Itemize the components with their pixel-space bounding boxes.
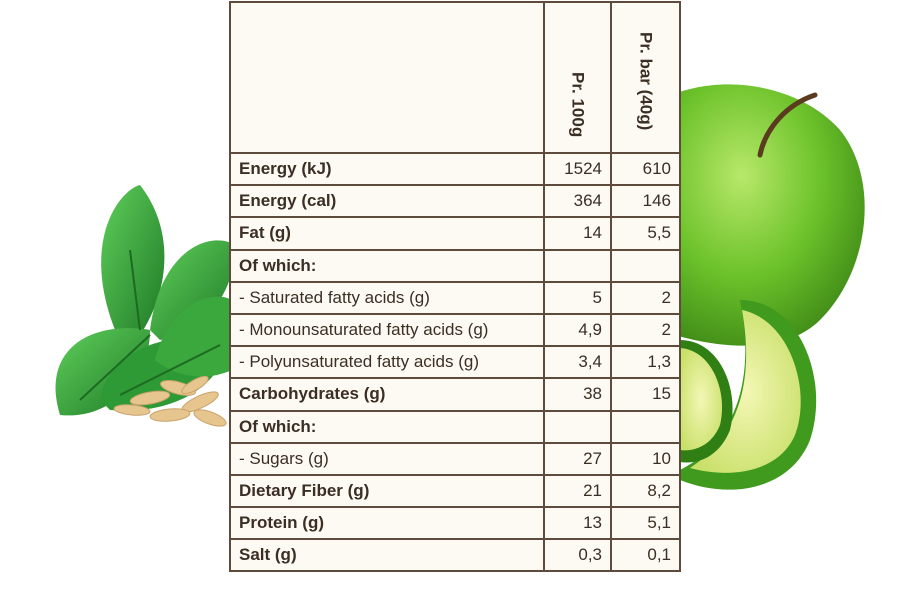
table-row: Energy (cal) 364 146 (229, 184, 681, 219)
value-per-bar: 2 (610, 280, 681, 315)
table-row: Carbohydrates (g) 38 15 (229, 377, 681, 412)
nutrient-name: - Monounsaturated fatty acids (g) (229, 312, 545, 348)
nutrient-name: Carbohydrates (g) (229, 377, 545, 412)
value-per-bar: 2 (610, 312, 681, 348)
value-per-100g: 27 (543, 441, 612, 476)
value-per-100g: 3,4 (543, 345, 612, 380)
value-per-bar: 10 (610, 441, 681, 476)
value-per-bar: 1,3 (610, 345, 681, 380)
value-per-100g (543, 409, 612, 444)
nutrient-name: Of which: (229, 409, 545, 444)
nutrient-name: Fat (g) (229, 216, 545, 251)
table-row: - Polyunsaturated fatty acids (g) 3,4 1,3 (229, 345, 681, 380)
nutrient-name: Dietary Fiber (g) (229, 473, 545, 509)
value-per-100g: 13 (543, 506, 612, 541)
header-empty-cell (229, 1, 545, 154)
header-per-100g-label: Pr. 100g (568, 72, 588, 138)
mint-leaves-icon (55, 185, 235, 416)
value-per-100g: 21 (543, 473, 612, 509)
value-per-100g (543, 248, 612, 283)
value-per-bar: 146 (610, 184, 681, 219)
header-per-bar: Pr. bar (40g) (610, 1, 681, 154)
table-row: Of which: (229, 409, 681, 444)
value-per-100g: 0,3 (543, 538, 612, 573)
value-per-100g: 4,9 (543, 312, 612, 348)
nutrient-name: Energy (cal) (229, 184, 545, 219)
nutrient-name: Protein (g) (229, 506, 545, 541)
table-row: Protein (g) 13 5,1 (229, 506, 681, 541)
table-row: Of which: (229, 248, 681, 283)
nutrient-name: Energy (kJ) (229, 151, 545, 187)
value-per-100g: 5 (543, 280, 612, 315)
value-per-100g: 14 (543, 216, 612, 251)
table-row: - Sugars (g) 27 10 (229, 441, 681, 476)
value-per-bar (610, 409, 681, 444)
table-row: Salt (g) 0,3 0,1 (229, 538, 681, 573)
nutrient-name: - Saturated fatty acids (g) (229, 280, 545, 315)
table-body: Energy (kJ) 1524 610 Energy (cal) 364 146 Fat … (229, 151, 681, 573)
value-per-bar: 610 (610, 151, 681, 187)
nutrient-name: Salt (g) (229, 538, 545, 573)
nutrition-table: Pr. 100g Pr. bar (40g) Energy (kJ) 1524 61… (229, 1, 681, 573)
nutrient-name: Of which: (229, 248, 545, 283)
oat-grains-icon (113, 375, 227, 427)
lime-slices-icon (680, 300, 817, 490)
nutrient-name: - Polyunsaturated fatty acids (g) (229, 345, 545, 380)
table-header-row: Pr. 100g Pr. bar (40g) (229, 1, 681, 154)
value-per-100g: 38 (543, 377, 612, 412)
value-per-bar: 15 (610, 377, 681, 412)
table-row: Fat (g) 14 5,5 (229, 216, 681, 251)
table-row: Dietary Fiber (g) 21 8,2 (229, 473, 681, 509)
table-row: - Monounsaturated fatty acids (g) 4,9 2 (229, 312, 681, 348)
nutrient-name: - Sugars (g) (229, 441, 545, 476)
value-per-bar: 8,2 (610, 473, 681, 509)
value-per-100g: 1524 (543, 151, 612, 187)
value-per-100g: 364 (543, 184, 612, 219)
value-per-bar: 0,1 (610, 538, 681, 573)
value-per-bar (610, 248, 681, 283)
header-per-bar-label: Pr. bar (40g) (636, 32, 656, 131)
table-row: Energy (kJ) 1524 610 (229, 151, 681, 187)
header-per-100g: Pr. 100g (543, 1, 612, 154)
green-apple-icon (660, 84, 865, 346)
value-per-bar: 5,1 (610, 506, 681, 541)
value-per-bar: 5,5 (610, 216, 681, 251)
table-row: - Saturated fatty acids (g) 5 2 (229, 280, 681, 315)
